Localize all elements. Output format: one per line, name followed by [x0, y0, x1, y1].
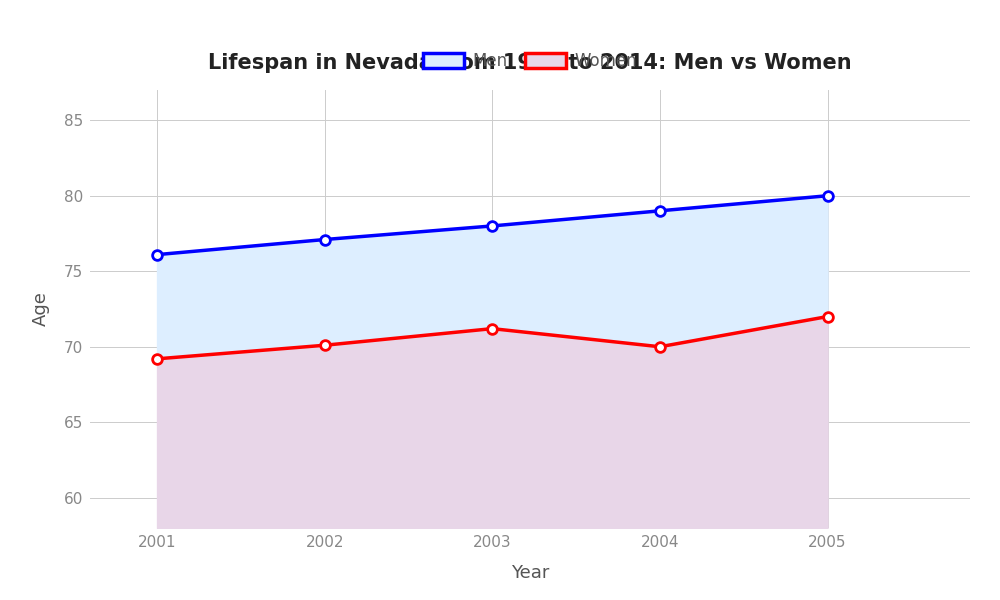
- X-axis label: Year: Year: [511, 564, 549, 582]
- Legend: Men, Women: Men, Women: [416, 46, 644, 77]
- Title: Lifespan in Nevada from 1994 to 2014: Men vs Women: Lifespan in Nevada from 1994 to 2014: Me…: [208, 53, 852, 73]
- Y-axis label: Age: Age: [32, 292, 50, 326]
